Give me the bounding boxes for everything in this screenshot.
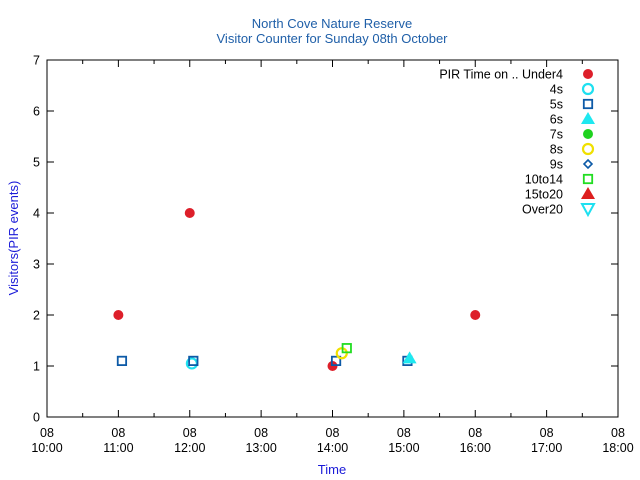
x-tick-label-day: 08 [468,426,482,440]
x-tick-label-day: 08 [540,426,554,440]
x-tick-label-time: 10:00 [31,441,62,455]
legend-label: 10to14 [525,173,563,187]
y-tick-label: 3 [33,258,40,272]
x-tick-label-time: 11:00 [103,441,133,455]
y-tick-label: 4 [33,207,40,221]
x-tick-label-time: 16:00 [460,441,491,455]
legend: PIR Time on .. Under44s5s6s7s8s9s10to141… [439,68,596,218]
x-tick-label-time: 12:00 [174,441,205,455]
data-point-Under4 [184,208,195,218]
y-tick-label: 2 [33,309,40,323]
x-tick-label-time: 14:00 [317,441,348,455]
data-point-Under4 [113,310,124,320]
legend-label: 8s [550,143,563,157]
legend-label: 5s [550,98,563,112]
legend-label: 6s [550,113,563,127]
legend-label: 7s [550,128,563,142]
legend-marker [581,82,595,96]
y-axis-title: Visitors(PIR events) [6,181,21,296]
legend-label: 4s [550,83,563,97]
data-points [113,208,481,371]
x-tick-label-time: 13:00 [245,441,276,455]
legend-label: 15to20 [525,188,563,202]
x-tick-label-day: 08 [611,426,625,440]
legend-label: Over20 [522,203,563,217]
x-tick-label-day: 08 [397,426,411,440]
data-point-5s [116,355,128,367]
data-point-5s [188,355,199,367]
data-point-6s [402,351,417,364]
x-tick-label-day: 08 [254,426,268,440]
x-axis-title: Time [318,462,346,477]
chart-title: North Cove Nature Reserve [252,16,412,31]
chart-subtitle: Visitor Counter for Sunday 08th October [217,31,449,46]
legend-label: 9s [550,158,563,172]
y-tick-label: 5 [33,156,40,170]
x-tick-label-day: 08 [111,426,125,440]
x-tick-label-time: 18:00 [602,441,633,455]
y-tick-label: 6 [33,105,40,119]
legend-label: PIR Time on .. Under4 [439,68,563,82]
x-axis: 0810:000811:000812:000813:000814:000815:… [31,60,634,455]
data-point-Under4 [470,310,481,320]
x-tick-label-day: 08 [40,426,54,440]
legend-marker [582,98,594,110]
legend-marker [583,69,593,79]
legend-marker [582,173,594,185]
legend-marker [581,142,595,156]
x-tick-label-day: 08 [183,426,197,440]
x-tick-label-day: 08 [326,426,340,440]
y-tick-label: 0 [33,411,40,425]
data-point-10to14 [341,343,352,354]
legend-marker [580,203,596,218]
y-axis: 0 1 2 3 4 5 6 7 [33,54,618,425]
legend-marker [581,187,595,199]
y-tick-label: 1 [33,360,40,374]
legend-marker [583,129,593,139]
x-tick-label-time: 17:00 [531,441,562,455]
y-tick-label: 7 [33,54,40,68]
x-tick-label-time: 15:00 [388,441,419,455]
legend-marker [582,158,594,170]
data-point-5s [330,355,342,367]
legend-marker [581,112,595,124]
